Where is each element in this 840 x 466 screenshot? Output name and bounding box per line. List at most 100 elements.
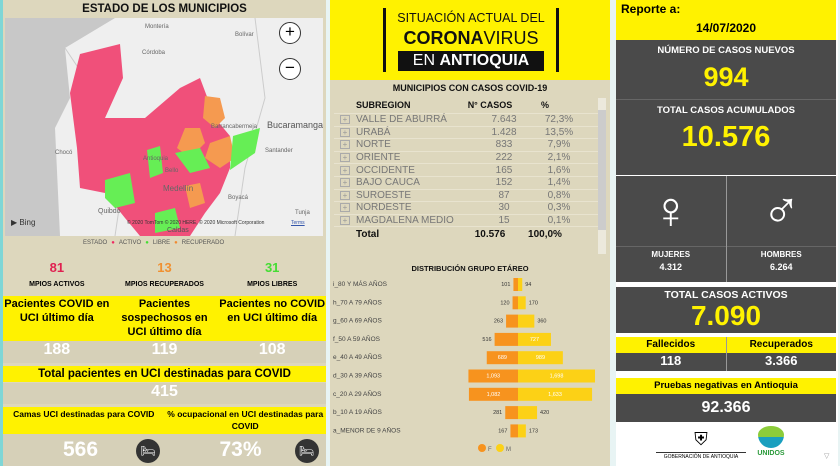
man-icon: ♂ — [761, 182, 801, 240]
map-label: Córdoba — [142, 50, 166, 56]
table-row[interactable]: + ORIENTE 222 2,1% — [334, 152, 604, 165]
bar-female[interactable] — [494, 332, 518, 346]
legend-free: LIBRE — [152, 240, 171, 246]
bar-female[interactable] — [506, 314, 518, 328]
female-data-label: 120 — [500, 300, 509, 306]
bar-male[interactable] — [518, 278, 523, 291]
header-subregion[interactable]: SUBREGION — [356, 99, 411, 110]
subregion-cases: 222 — [495, 152, 513, 164]
active-label: MPIOS ACTIVOS — [29, 281, 85, 288]
beds-labels: Camas UCI destinadas para COVID % ocupac… — [3, 407, 326, 434]
banner-line1: SITUACIÓN ACTUAL DEL — [397, 11, 545, 25]
expand-icon[interactable]: + — [340, 190, 350, 200]
total-cases: 10.576 — [474, 228, 506, 240]
gobernacion-text: GOBERNACIÓN DE ANTIOQUIA — [656, 452, 746, 460]
region-free — [175, 148, 210, 173]
bar-male[interactable] — [518, 296, 526, 310]
bar-male[interactable] — [518, 369, 595, 383]
bar-male[interactable] — [518, 314, 535, 328]
terms-link[interactable]: Terms — [291, 220, 305, 226]
women-label: MUJERES — [616, 246, 726, 259]
map-label: Quibdó — [98, 208, 121, 215]
subregion-percent: 7,9% — [547, 139, 571, 151]
header-percent[interactable]: % — [540, 99, 549, 110]
subregion-percent: 2,1% — [547, 152, 571, 164]
table-row[interactable]: + NORTE 833 7,9% — [334, 139, 604, 152]
recovered-value: 3.366 — [726, 353, 836, 371]
subregion-cases: 833 — [495, 139, 513, 151]
bar-female[interactable] — [512, 296, 518, 310]
municipality-map[interactable]: Montería Bolívar Córdoba Bucaramanga Bar… — [5, 18, 323, 236]
table-row[interactable]: + SUROESTE 87 0,8% — [334, 190, 604, 203]
subregion-name: ORIENTE — [356, 152, 401, 164]
age-category-label: d_30 A 39 AÑOS — [333, 371, 382, 380]
bar-male[interactable] — [518, 332, 551, 346]
male-data-label: 360 — [537, 319, 546, 325]
unidos-logo: UNIDOS — [751, 426, 791, 457]
table-row[interactable]: + NORDESTE 30 0,3% — [334, 202, 604, 215]
new-cases-value: 994 — [703, 62, 749, 92]
table-row[interactable]: + OCCIDENTE 165 1,6% — [334, 164, 604, 177]
beds-values: 566 🛏 73% 🛏 — [3, 434, 326, 466]
subregion-name: URABÁ — [356, 126, 391, 138]
male-data-label: 170 — [529, 300, 538, 306]
female-data-label: 101 — [501, 282, 510, 288]
filter-icon[interactable]: ▽ — [824, 453, 830, 460]
expand-icon[interactable]: + — [340, 140, 350, 150]
female-data-label: 1,082 — [487, 392, 501, 398]
men-value: 6.264 — [769, 262, 793, 272]
legend-male-marker — [496, 444, 504, 452]
bar-female[interactable] — [505, 406, 518, 420]
bar-female[interactable] — [468, 369, 518, 383]
subregion-table: SUBREGION N° CASOS % + VALLE DE ABURRÁ 7.6… — [334, 96, 604, 241]
table-scrollbar[interactable] — [598, 98, 606, 254]
bing-text: Bing — [19, 218, 36, 227]
subregion-name: NORTE — [356, 139, 391, 151]
table-row[interactable]: + VALLE DE ABURRÁ 7.643 72,3% — [334, 114, 604, 127]
beds-label: Camas UCI destinadas para COVID — [13, 409, 155, 419]
active-label: TOTAL CASOS ACTIVOS — [664, 289, 788, 301]
subregion-cases: 30 — [498, 202, 510, 214]
bar-female[interactable] — [513, 278, 518, 291]
table-row[interactable]: + BAJO CAUCA 152 1,4% — [334, 177, 604, 190]
female-data-label: 689 — [498, 355, 507, 361]
total-uci-value: 415 — [3, 383, 326, 404]
bar-female[interactable] — [486, 351, 518, 365]
bar-male[interactable] — [518, 406, 538, 420]
bar-male[interactable] — [518, 424, 526, 438]
bing-logo: ▶ Bing — [11, 218, 36, 227]
bar-male[interactable] — [518, 351, 563, 365]
age-category-label: b_10 A 19 AÑOS — [333, 407, 382, 416]
table-row[interactable]: + MAGDALENA MEDIO 15 0,1% — [334, 215, 604, 228]
map-label: Barrancabermeja — [211, 124, 258, 130]
map-legend: ESTADO ● ACTIVO ● LIBRE ● RECUPERADO — [83, 240, 225, 246]
map-label: Santander — [265, 148, 293, 154]
zoom-out-button[interactable]: − — [279, 58, 301, 80]
expand-icon[interactable]: + — [340, 127, 350, 137]
report-label: Reporte a: — [621, 2, 681, 16]
expand-icon[interactable]: + — [340, 178, 350, 188]
bar-female[interactable] — [510, 424, 518, 438]
negative-tests-label: Pruebas negativas en Antioquia — [616, 378, 836, 394]
expand-icon[interactable]: + — [340, 165, 350, 175]
header-cases[interactable]: N° CASOS — [467, 99, 513, 110]
expand-icon[interactable]: + — [340, 115, 350, 125]
subregion-cases: 1.428 — [491, 126, 517, 138]
uci-noncovid-label: Pacientes no COVID en UCI último día — [219, 298, 326, 324]
bar-male[interactable] — [518, 387, 593, 401]
summary-panel: Reporte a: 14/07/2020 NÚMERO DE CASOS NU… — [616, 0, 838, 466]
map-label: Montería — [145, 24, 169, 30]
subregion-name: OCCIDENTE — [356, 164, 415, 176]
legend-female-label: F — [488, 447, 492, 453]
legend-title: ESTADO — [83, 240, 108, 246]
table-row[interactable]: + URABÁ 1.428 13,5% — [334, 127, 604, 140]
zoom-in-button[interactable]: + — [279, 22, 301, 44]
map-label: Boyacá — [228, 195, 249, 201]
expand-icon[interactable]: + — [340, 216, 350, 226]
region-free — [147, 146, 163, 178]
expand-icon[interactable]: + — [340, 153, 350, 163]
region-free — [155, 208, 180, 233]
bar-female[interactable] — [468, 387, 518, 401]
cases-panel: SITUACIÓN ACTUAL DEL CORONAVIRUS EN ANTI… — [330, 0, 610, 466]
expand-icon[interactable]: + — [340, 203, 350, 213]
